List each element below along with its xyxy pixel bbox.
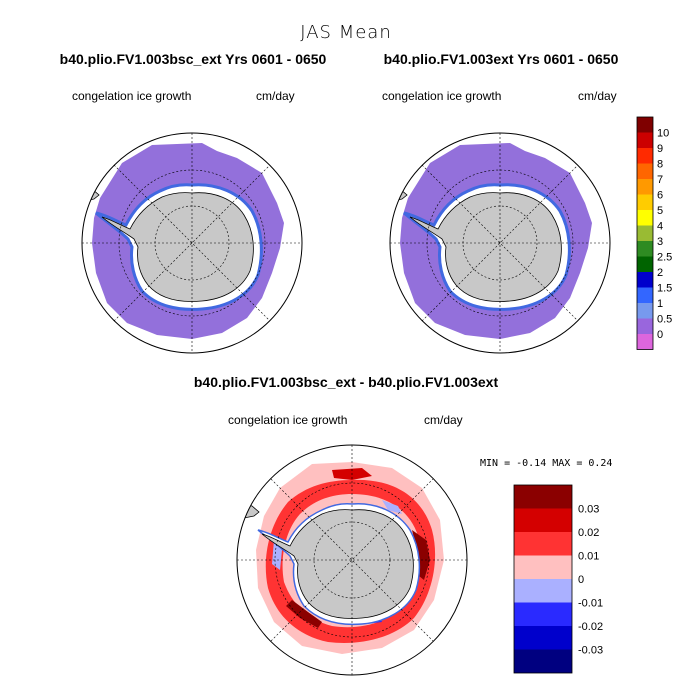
diff-colorbar-border (513, 484, 573, 674)
diff-colorbar-swatch (514, 649, 572, 673)
main-colorbar-swatch (637, 334, 653, 350)
main-colorbar-tick-label: 6 (657, 190, 663, 202)
diff-colorbar-swatch (514, 508, 572, 532)
main-colorbar-swatch (637, 241, 653, 257)
diff-colorbar-tick-label: 0 (578, 574, 584, 586)
main-colorbar-tick-label: 1.5 (657, 283, 672, 295)
diff-colorbar-tick-label: 0.02 (578, 527, 599, 539)
main-colorbar-tick-label: 2.5 (657, 252, 672, 264)
diff-colorbar-tick-label: 0.03 (578, 504, 599, 516)
right-map-boundary (389, 132, 611, 354)
main-colorbar-swatch (637, 210, 653, 226)
diff-polar-map (236, 444, 468, 676)
main-colorbar-tick-label: 0 (657, 329, 663, 341)
main-colorbar-tick-label: 0.5 (657, 314, 672, 326)
main-colorbar-tick-label: 1 (657, 298, 663, 310)
diff-colorbar-tick-label: -0.02 (578, 621, 603, 633)
main-colorbar-swatch (637, 194, 653, 210)
left-polar-map (81, 132, 303, 354)
main-colorbar-swatch (637, 179, 653, 195)
left-graticule (82, 133, 302, 353)
main-colorbar-tick-label: 2 (657, 267, 663, 279)
diff-colorbar-swatch (514, 626, 572, 650)
diff-variable-label: congelation ice growth (228, 413, 347, 427)
main-colorbar-swatch (637, 287, 653, 303)
left-variable-label: congelation ice growth (72, 89, 191, 103)
figure-suptitle: JAS Mean (300, 22, 392, 43)
diff-units-label: cm/day (424, 413, 463, 427)
right-panel-title: b40.plio.FV1.003ext Yrs 0601 - 0650 (384, 51, 619, 67)
main-colorbar-tick-label: 8 (657, 159, 663, 171)
diff-panel-title: b40.plio.FV1.003bsc_ext - b40.plio.FV1.0… (194, 374, 499, 390)
main-colorbar-tick-label: 7 (657, 174, 663, 186)
right-variable-label: congelation ice growth (382, 89, 501, 103)
main-colorbar-swatch (637, 256, 653, 272)
main-colorbar-swatch (637, 148, 653, 164)
diff-light-negative-patch-north (382, 500, 402, 514)
right-units-label: cm/day (578, 89, 617, 103)
main-colorbar-swatch (637, 318, 653, 334)
diff-min-max-readout: MIN = -0.14 MAX = 0.24 (480, 458, 612, 469)
main-colorbar: 10 9 8 7 6 5 4 3 2.5 2 1.5 1 0.5 0 (636, 116, 672, 350)
left-map-boundary (81, 132, 303, 354)
main-colorbar-tick-label: 10 (657, 128, 669, 140)
diff-colorbar-tick-label: -0.03 (578, 645, 603, 657)
diff-graticule (237, 445, 467, 675)
main-colorbar-tick-label: 3 (657, 236, 663, 248)
diff-map-boundary (236, 444, 468, 676)
diff-colorbar-swatch (514, 532, 572, 556)
right-polar-map (389, 132, 611, 354)
diff-colorbar-swatch (514, 555, 572, 579)
main-colorbar-swatch (637, 303, 653, 319)
main-colorbar-tick-label: 5 (657, 205, 663, 217)
diff-colorbar-swatch (514, 579, 572, 603)
diff-colorbar-swatch (514, 602, 572, 626)
diff-colorbar-tick-label: 0.01 (578, 551, 599, 563)
left-panel-title: b40.plio.FV1.003bsc_ext Yrs 0601 - 0650 (60, 51, 327, 67)
main-colorbar-swatch (637, 163, 653, 179)
main-colorbar-tick-label: 4 (657, 221, 663, 233)
diff-colorbar: 0.03 0.02 0.01 0 -0.01 -0.02 -0.03 (513, 484, 603, 674)
main-colorbar-swatch (637, 132, 653, 148)
main-colorbar-swatch (637, 117, 653, 133)
main-colorbar-swatch (637, 225, 653, 241)
right-graticule (390, 133, 610, 353)
left-units-label: cm/day (256, 89, 295, 103)
main-colorbar-border (636, 116, 654, 350)
diff-colorbar-swatch (514, 485, 572, 509)
main-colorbar-swatch (637, 272, 653, 288)
diff-colorbar-tick-label: -0.01 (578, 598, 603, 610)
main-colorbar-tick-label: 9 (657, 143, 663, 155)
diff-strong-positive-patch-southwest (286, 600, 322, 628)
